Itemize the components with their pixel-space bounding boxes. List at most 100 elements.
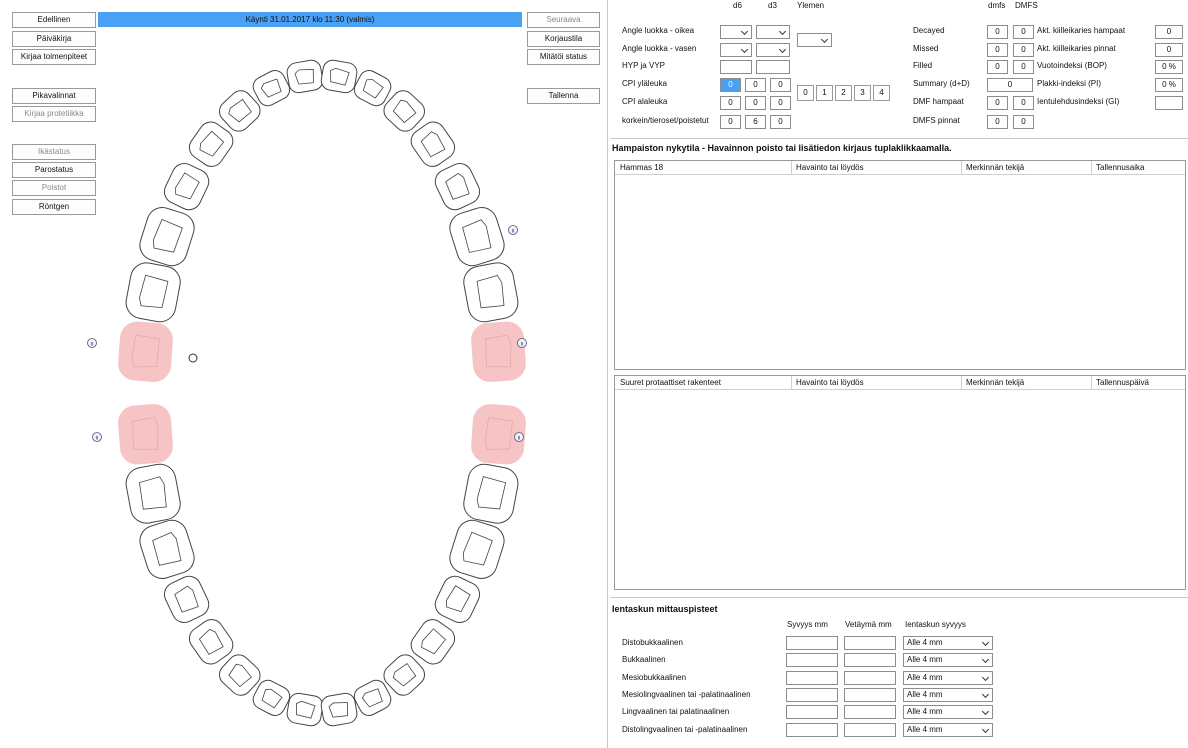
action-button[interactable]: Seuraava	[527, 12, 600, 28]
text-input[interactable]	[786, 723, 838, 737]
tooth[interactable]	[123, 462, 182, 526]
tooth[interactable]	[136, 516, 198, 582]
tooth[interactable]	[160, 159, 212, 213]
tooth[interactable]	[160, 572, 212, 626]
field-label: Ientulehdusindeksi (GI)	[1037, 96, 1119, 108]
value-box[interactable]: 6	[745, 115, 766, 129]
dropdown[interactable]: Alle 4 mm	[903, 671, 993, 685]
dropdown	[720, 43, 752, 57]
tooth-outline	[136, 204, 198, 270]
value-box[interactable]: 0	[720, 115, 741, 129]
text-input[interactable]	[844, 653, 896, 667]
value-box[interactable]: 0	[1013, 60, 1034, 74]
action-button[interactable]: Korjaustila	[527, 31, 600, 47]
visit-bar[interactable]: Käynti 31.01.2017 klo 11:30 (valmis)	[98, 12, 522, 27]
tooth[interactable]	[446, 516, 508, 582]
value-box[interactable]: 0	[1013, 115, 1034, 129]
dropdown-arrow	[741, 28, 748, 35]
nav-button[interactable]: Kirjaa protetiikka	[12, 106, 96, 122]
value-box[interactable]: 0	[987, 60, 1008, 74]
field-label: Angle luokka - oikea	[622, 25, 694, 37]
dropdown[interactable]: Alle 4 mm	[903, 705, 993, 719]
column-header: Merkinnän tekijä	[966, 377, 1024, 389]
field-label: Summary (d+D)	[913, 78, 970, 90]
value-box[interactable]: 0	[770, 78, 791, 92]
dropdown[interactable]: Alle 4 mm	[903, 653, 993, 667]
text-input[interactable]	[786, 688, 838, 702]
tooth-outline	[160, 159, 212, 213]
value-box[interactable]: 0	[720, 78, 741, 92]
tooth[interactable]	[117, 321, 173, 383]
value-box[interactable]: 0	[1013, 25, 1034, 39]
value-box[interactable]: 0	[987, 43, 1008, 57]
column-header: Merkinnän tekijä	[966, 162, 1024, 174]
action-button[interactable]: Tallenna	[527, 88, 600, 104]
tooth[interactable]	[123, 260, 182, 324]
nav-button[interactable]: Parostatus	[12, 162, 96, 178]
text-input[interactable]	[844, 705, 896, 719]
column-header: Vetäymä mm	[845, 619, 892, 631]
value-box[interactable]: 0 %	[1155, 60, 1183, 74]
tooth[interactable]	[461, 462, 520, 526]
tooth[interactable]	[286, 59, 325, 94]
nav-button[interactable]: Ikästatus	[12, 144, 96, 160]
text-input[interactable]	[844, 723, 896, 737]
section-divider	[610, 138, 1188, 139]
value-box[interactable]: 0	[987, 78, 1033, 92]
tooth[interactable]	[117, 403, 173, 465]
text-input[interactable]	[786, 653, 838, 667]
dropdown[interactable]: Alle 4 mm	[903, 636, 993, 650]
column-header: Syvyys mm	[787, 619, 828, 631]
tooth[interactable]	[136, 204, 198, 270]
value-box[interactable]: 0 %	[1155, 78, 1183, 92]
value-box[interactable]: 0	[770, 96, 791, 110]
cpi-button[interactable]: 1	[816, 85, 833, 101]
cpi-button[interactable]: 0	[797, 85, 814, 101]
nav-button[interactable]: Poistot	[12, 180, 96, 196]
dropdown[interactable]: Alle 4 mm	[903, 723, 993, 737]
cpi-button[interactable]: 4	[873, 85, 890, 101]
text-input[interactable]	[786, 671, 838, 685]
value-box[interactable]: 0	[1155, 25, 1183, 39]
value-box[interactable]: 0	[745, 96, 766, 110]
field-label: Decayed	[913, 25, 945, 37]
value-box[interactable]: 0	[987, 115, 1008, 129]
value-box[interactable]: 0	[720, 96, 741, 110]
value-box[interactable]: 0	[1155, 43, 1183, 57]
action-button[interactable]: Mitätöi status	[527, 49, 600, 65]
data-table	[614, 160, 1186, 370]
tooth[interactable]	[470, 321, 526, 383]
tooth[interactable]	[320, 692, 359, 727]
tooth[interactable]	[461, 260, 520, 324]
value-box[interactable]	[1155, 96, 1183, 110]
field-label: Bukkaalinen	[622, 654, 666, 666]
tooth[interactable]	[446, 204, 508, 270]
nav-button[interactable]: Päiväkirja	[12, 31, 96, 47]
cpi-button[interactable]: 2	[835, 85, 852, 101]
field-label: Akt. kiilleikaries hampaat	[1037, 25, 1125, 37]
value-box[interactable]: 0	[1013, 96, 1034, 110]
nav-button[interactable]: Pikavalinnat	[12, 88, 96, 104]
nav-button[interactable]: Röntgen	[12, 199, 96, 215]
value-box[interactable]: 0	[770, 115, 791, 129]
value-box[interactable]: 0	[987, 25, 1008, 39]
text-input[interactable]	[786, 636, 838, 650]
value-box[interactable]: 0	[1013, 43, 1034, 57]
dropdown[interactable]: Alle 4 mm	[903, 688, 993, 702]
dropdown	[720, 25, 752, 39]
text-input	[720, 60, 752, 74]
text-input[interactable]	[844, 688, 896, 702]
text-input[interactable]	[844, 636, 896, 650]
nav-button[interactable]: Edellinen	[12, 12, 96, 28]
value-box[interactable]: 0	[987, 96, 1008, 110]
text-input[interactable]	[844, 671, 896, 685]
panel-divider	[607, 0, 608, 748]
tooth[interactable]	[431, 159, 483, 213]
cpi-button[interactable]: 3	[854, 85, 871, 101]
value-box[interactable]: 0	[745, 78, 766, 92]
tooth[interactable]	[286, 692, 325, 727]
text-input[interactable]	[786, 705, 838, 719]
tooth[interactable]	[320, 59, 359, 94]
tooth[interactable]	[431, 572, 483, 626]
nav-button[interactable]: Kirjaa toimenpiteet	[12, 49, 96, 65]
